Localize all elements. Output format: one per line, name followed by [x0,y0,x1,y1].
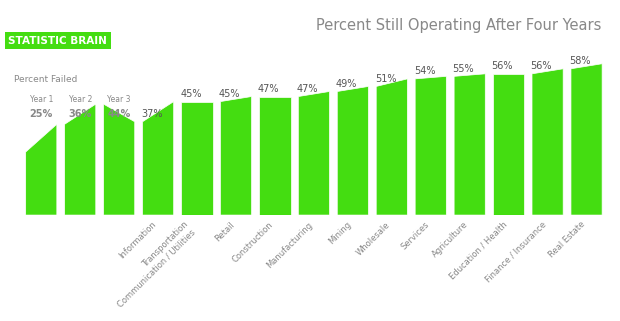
Text: Year 1: Year 1 [30,95,53,104]
Text: 58%: 58% [570,56,591,66]
Text: Percent Still Operating After Four Years: Percent Still Operating After Four Years [316,18,601,33]
Polygon shape [182,101,213,215]
Text: STATISTIC BRAIN: STATISTIC BRAIN [8,36,107,46]
Text: 49%: 49% [336,79,357,89]
Text: 44%: 44% [107,109,131,119]
Text: 47%: 47% [297,84,319,94]
Polygon shape [337,86,368,215]
Text: 55%: 55% [453,64,474,74]
Polygon shape [532,69,563,215]
Polygon shape [221,97,252,215]
Polygon shape [376,79,407,215]
Text: 56%: 56% [531,61,552,71]
Text: 47%: 47% [258,84,280,94]
Polygon shape [64,104,95,215]
Polygon shape [454,74,485,215]
Polygon shape [571,64,602,215]
Text: 36%: 36% [69,109,92,119]
Polygon shape [143,101,174,215]
Text: 25%: 25% [30,109,53,119]
Polygon shape [104,104,135,215]
Text: 51%: 51% [375,74,396,84]
Text: 54%: 54% [414,66,435,76]
Text: Percent Failed: Percent Failed [14,75,78,84]
Polygon shape [259,97,291,215]
Polygon shape [493,74,525,215]
Polygon shape [25,124,57,215]
Text: 37%: 37% [141,109,162,119]
Text: 45%: 45% [219,89,241,99]
Text: Year 2: Year 2 [69,95,92,104]
Polygon shape [415,76,446,215]
Polygon shape [298,91,329,215]
Text: 45%: 45% [180,89,202,99]
Text: Year 3: Year 3 [107,95,131,104]
Text: 56%: 56% [492,61,513,71]
